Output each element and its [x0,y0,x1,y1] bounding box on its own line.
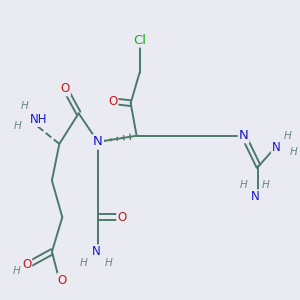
Text: H: H [240,180,248,190]
Text: N: N [93,135,103,148]
Text: N: N [251,190,260,203]
Text: H: H [80,258,88,268]
Text: O: O [108,94,118,108]
Text: Cl: Cl [133,34,146,46]
Text: O: O [22,257,31,271]
Text: O: O [58,274,67,287]
Text: H: H [14,121,22,130]
Text: H: H [104,258,112,268]
Text: H: H [284,131,291,141]
Text: NH: NH [30,113,47,126]
Text: N: N [272,142,281,154]
Text: H: H [12,266,20,276]
Text: H: H [21,101,28,111]
Text: N: N [93,135,103,148]
Text: H: H [290,147,297,157]
Text: O: O [61,82,70,95]
Text: N: N [239,129,248,142]
Text: H: H [262,180,270,190]
Text: N: N [92,245,101,258]
Text: O: O [117,211,126,224]
